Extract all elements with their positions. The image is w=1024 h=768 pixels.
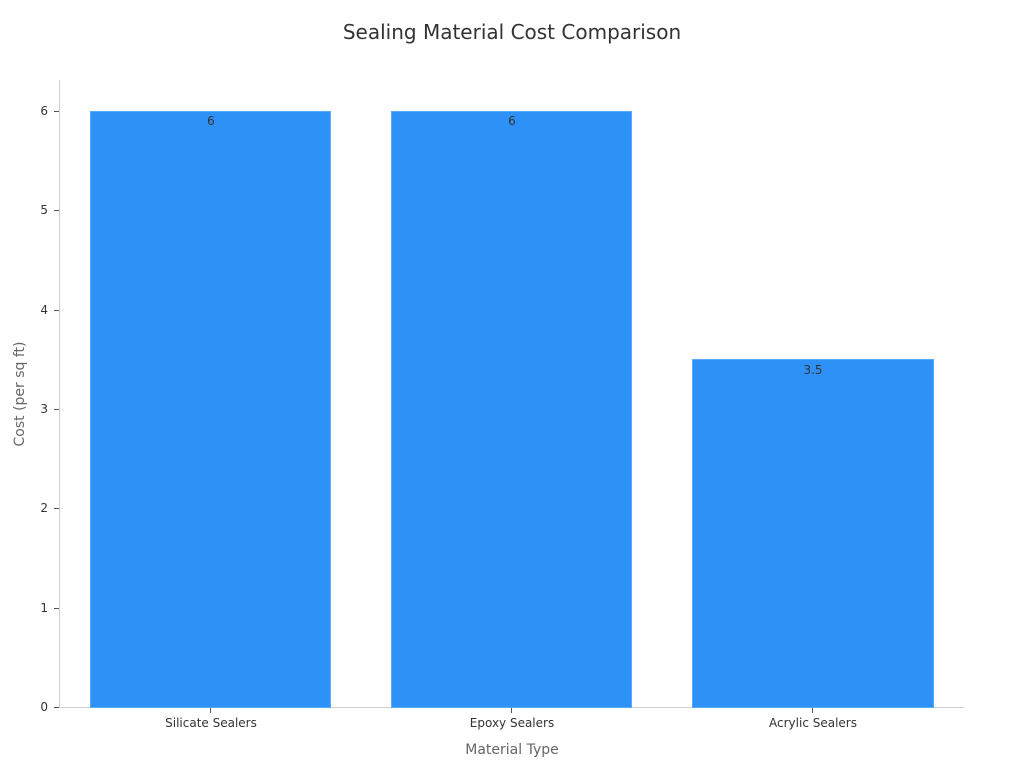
y-tick [54, 310, 59, 311]
y-tick-label: 4 [40, 303, 48, 317]
y-tick-label: 0 [40, 700, 48, 714]
y-tick [54, 409, 59, 410]
y-tick [54, 508, 59, 509]
bar-acrylic-sealers [692, 359, 934, 708]
x-tick-label: Silicate Sealers [165, 716, 257, 730]
y-tick-label: 5 [40, 203, 48, 217]
x-tick [812, 708, 813, 713]
x-axis-title: Material Type [465, 742, 559, 758]
y-tick [54, 210, 59, 211]
y-tick-label: 6 [40, 104, 48, 118]
y-tick-label: 2 [40, 501, 48, 515]
y-tick [54, 707, 59, 708]
bar-epoxy-sealers [391, 111, 632, 708]
x-tick [210, 708, 211, 713]
y-tick-label: 1 [40, 601, 48, 615]
y-axis-title: Cost (per sq ft) [12, 341, 28, 447]
bar-value-label: 6 [508, 114, 516, 128]
y-tick [54, 111, 59, 112]
bar-value-label: 6 [207, 114, 215, 128]
y-tick [54, 608, 59, 609]
chart-title: Sealing Material Cost Comparison [342, 20, 682, 44]
y-tick-label: 3 [40, 402, 48, 416]
x-tick-label: Acrylic Sealers [769, 716, 857, 730]
y-axis-line [59, 80, 60, 708]
bar-silicate-sealers [90, 111, 331, 708]
x-tick [511, 708, 512, 713]
bar-value-label: 3.5 [803, 363, 823, 377]
x-tick-label: Epoxy Sealers [469, 716, 555, 730]
